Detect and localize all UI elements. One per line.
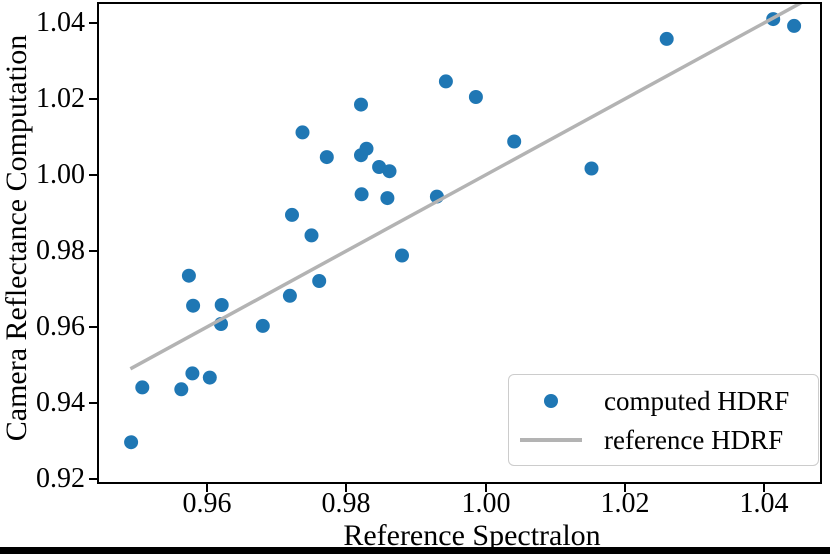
x-tick-mark	[206, 484, 208, 492]
y-tick-label: 0.92	[36, 463, 85, 494]
plot-canvas	[97, 2, 822, 484]
scatter-point	[295, 125, 310, 140]
bottom-black-bar	[0, 547, 830, 554]
legend-label: reference HDRF	[604, 424, 784, 455]
scatter-point	[584, 161, 599, 176]
legend-marker-cell	[509, 393, 593, 408]
data-series-layer	[124, 2, 807, 450]
scatter-point	[354, 187, 369, 202]
scatter-point	[174, 382, 189, 397]
y-tick-label: 0.94	[36, 387, 85, 418]
scatter-point	[319, 150, 334, 165]
scatter-point	[282, 288, 297, 303]
x-tick-label: 1.04	[739, 488, 789, 519]
x-tick-mark	[485, 484, 487, 492]
y-tick-mark	[89, 402, 97, 404]
y-tick-label: 1.04	[36, 7, 85, 38]
x-tick-label: 1.02	[600, 488, 650, 519]
y-tick-label: 0.98	[36, 235, 85, 266]
x-tick-mark	[345, 484, 347, 492]
scatter-point	[438, 74, 453, 89]
scatter-point	[380, 191, 395, 206]
scatter-point	[382, 164, 397, 179]
scatter-point	[659, 31, 674, 46]
scatter-point	[181, 268, 196, 283]
x-tick-label: 0.98	[321, 488, 371, 519]
scatter-point	[354, 97, 368, 112]
line-marker-icon	[520, 437, 582, 442]
x-tick-label: 0.96	[182, 488, 232, 519]
x-axis-label: Reference Spectralon	[343, 519, 601, 552]
x-tick-label: 1.00	[461, 488, 511, 519]
scatter-point	[395, 248, 409, 263]
scatter-point	[304, 228, 319, 243]
y-tick-label: 1.00	[36, 159, 85, 190]
scatter-point	[214, 298, 229, 312]
legend-entry-reference: reference HDRF	[509, 420, 818, 459]
scatter-point	[202, 370, 217, 385]
scatter-point	[185, 366, 200, 381]
scatter-point	[359, 141, 374, 156]
scatter-point	[312, 274, 327, 288]
y-tick-label: 1.02	[36, 83, 85, 114]
legend-marker-cell	[509, 437, 593, 442]
legend: computed HDRF reference HDRF	[508, 374, 819, 466]
scatter-point	[285, 207, 299, 222]
scatter-point	[787, 18, 802, 33]
scatter-point	[255, 318, 270, 333]
scatter-point	[124, 435, 139, 450]
y-tick-mark	[89, 478, 97, 480]
x-tick-mark	[763, 484, 765, 492]
y-tick-mark	[89, 326, 97, 328]
reference-line	[129, 2, 807, 371]
scatter-point	[468, 90, 483, 104]
y-tick-label: 0.96	[36, 311, 85, 342]
scatter-point	[135, 380, 150, 395]
x-tick-mark	[624, 484, 626, 492]
legend-label: computed HDRF	[604, 385, 790, 416]
y-tick-mark	[89, 98, 97, 100]
legend-entry-computed: computed HDRF	[509, 381, 818, 420]
y-tick-mark	[89, 174, 97, 176]
scatter-point	[186, 298, 201, 313]
scatter-marker-icon	[544, 393, 558, 408]
scatter-point	[507, 134, 522, 149]
y-tick-mark	[89, 250, 97, 252]
y-tick-mark	[89, 22, 97, 24]
axes-spines	[97, 2, 822, 484]
